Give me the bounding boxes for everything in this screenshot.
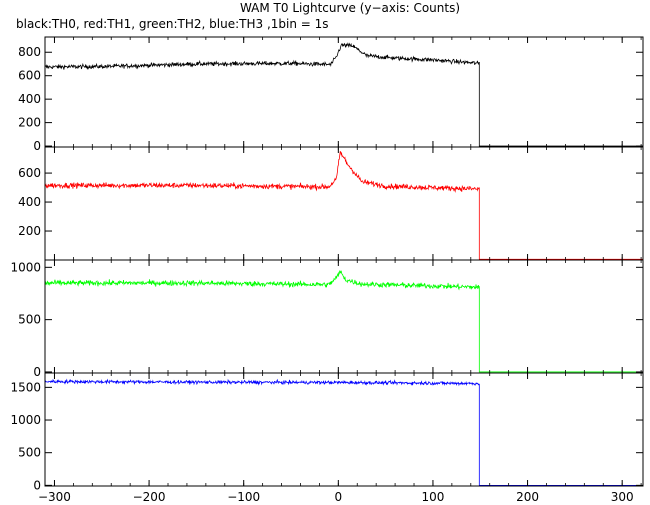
series-line-th1: [45, 150, 643, 260]
y-tick-label: 600: [18, 69, 41, 83]
y-tick-label: 1000: [10, 413, 41, 427]
panels-group: 0 200 400 600 800 200 400 600 0 500 1000 0 500 1000 15…: [10, 36, 644, 492]
y-tick-label: 200: [18, 224, 41, 238]
x-tick-label: 200: [516, 490, 539, 504]
x-tick-label: 100: [421, 490, 444, 504]
panel-th2: 0 500 1000: [10, 259, 644, 379]
panel-frame: [44, 36, 644, 148]
y-tick-label: 1500: [10, 380, 41, 394]
panel-th0: 0 200 400 600 800: [18, 36, 644, 153]
y-tick-label: 500: [18, 446, 41, 460]
y-tick-label: 400: [18, 195, 41, 209]
y-tick-label: 1000: [10, 260, 41, 274]
series-line-th3: [45, 378, 643, 486]
chart-subtitle: black:TH0, red:TH1, green:TH2, blue:TH3 …: [16, 17, 329, 31]
series-line-th2: [45, 270, 643, 373]
y-tick-label: 0: [33, 478, 41, 492]
panel-frame: [44, 146, 644, 261]
x-tick-label: −300: [38, 490, 71, 504]
x-tick-label: 300: [611, 490, 634, 504]
y-tick-label: 500: [18, 313, 41, 327]
x-tick-label: 0: [335, 490, 343, 504]
x-tick-label: −200: [133, 490, 166, 504]
y-tick-label: 0: [33, 365, 41, 379]
panel-th1: 200 400 600: [18, 146, 644, 261]
series-line-th0: [45, 42, 643, 147]
panel-frame: [44, 372, 644, 487]
x-tick-label: −100: [227, 490, 260, 504]
panel-th3: 0 500 1000 1500: [10, 372, 644, 492]
y-tick-label: 800: [18, 45, 41, 59]
y-tick-label: 0: [33, 139, 41, 153]
y-tick-label: 400: [18, 92, 41, 106]
x-axis: −300 −200 −100 0 100 200 300: [38, 490, 634, 504]
chart-title: WAM T0 Lightcurve (y−axis: Counts): [240, 1, 460, 15]
y-tick-label: 600: [18, 166, 41, 180]
y-tick-label: 200: [18, 116, 41, 130]
